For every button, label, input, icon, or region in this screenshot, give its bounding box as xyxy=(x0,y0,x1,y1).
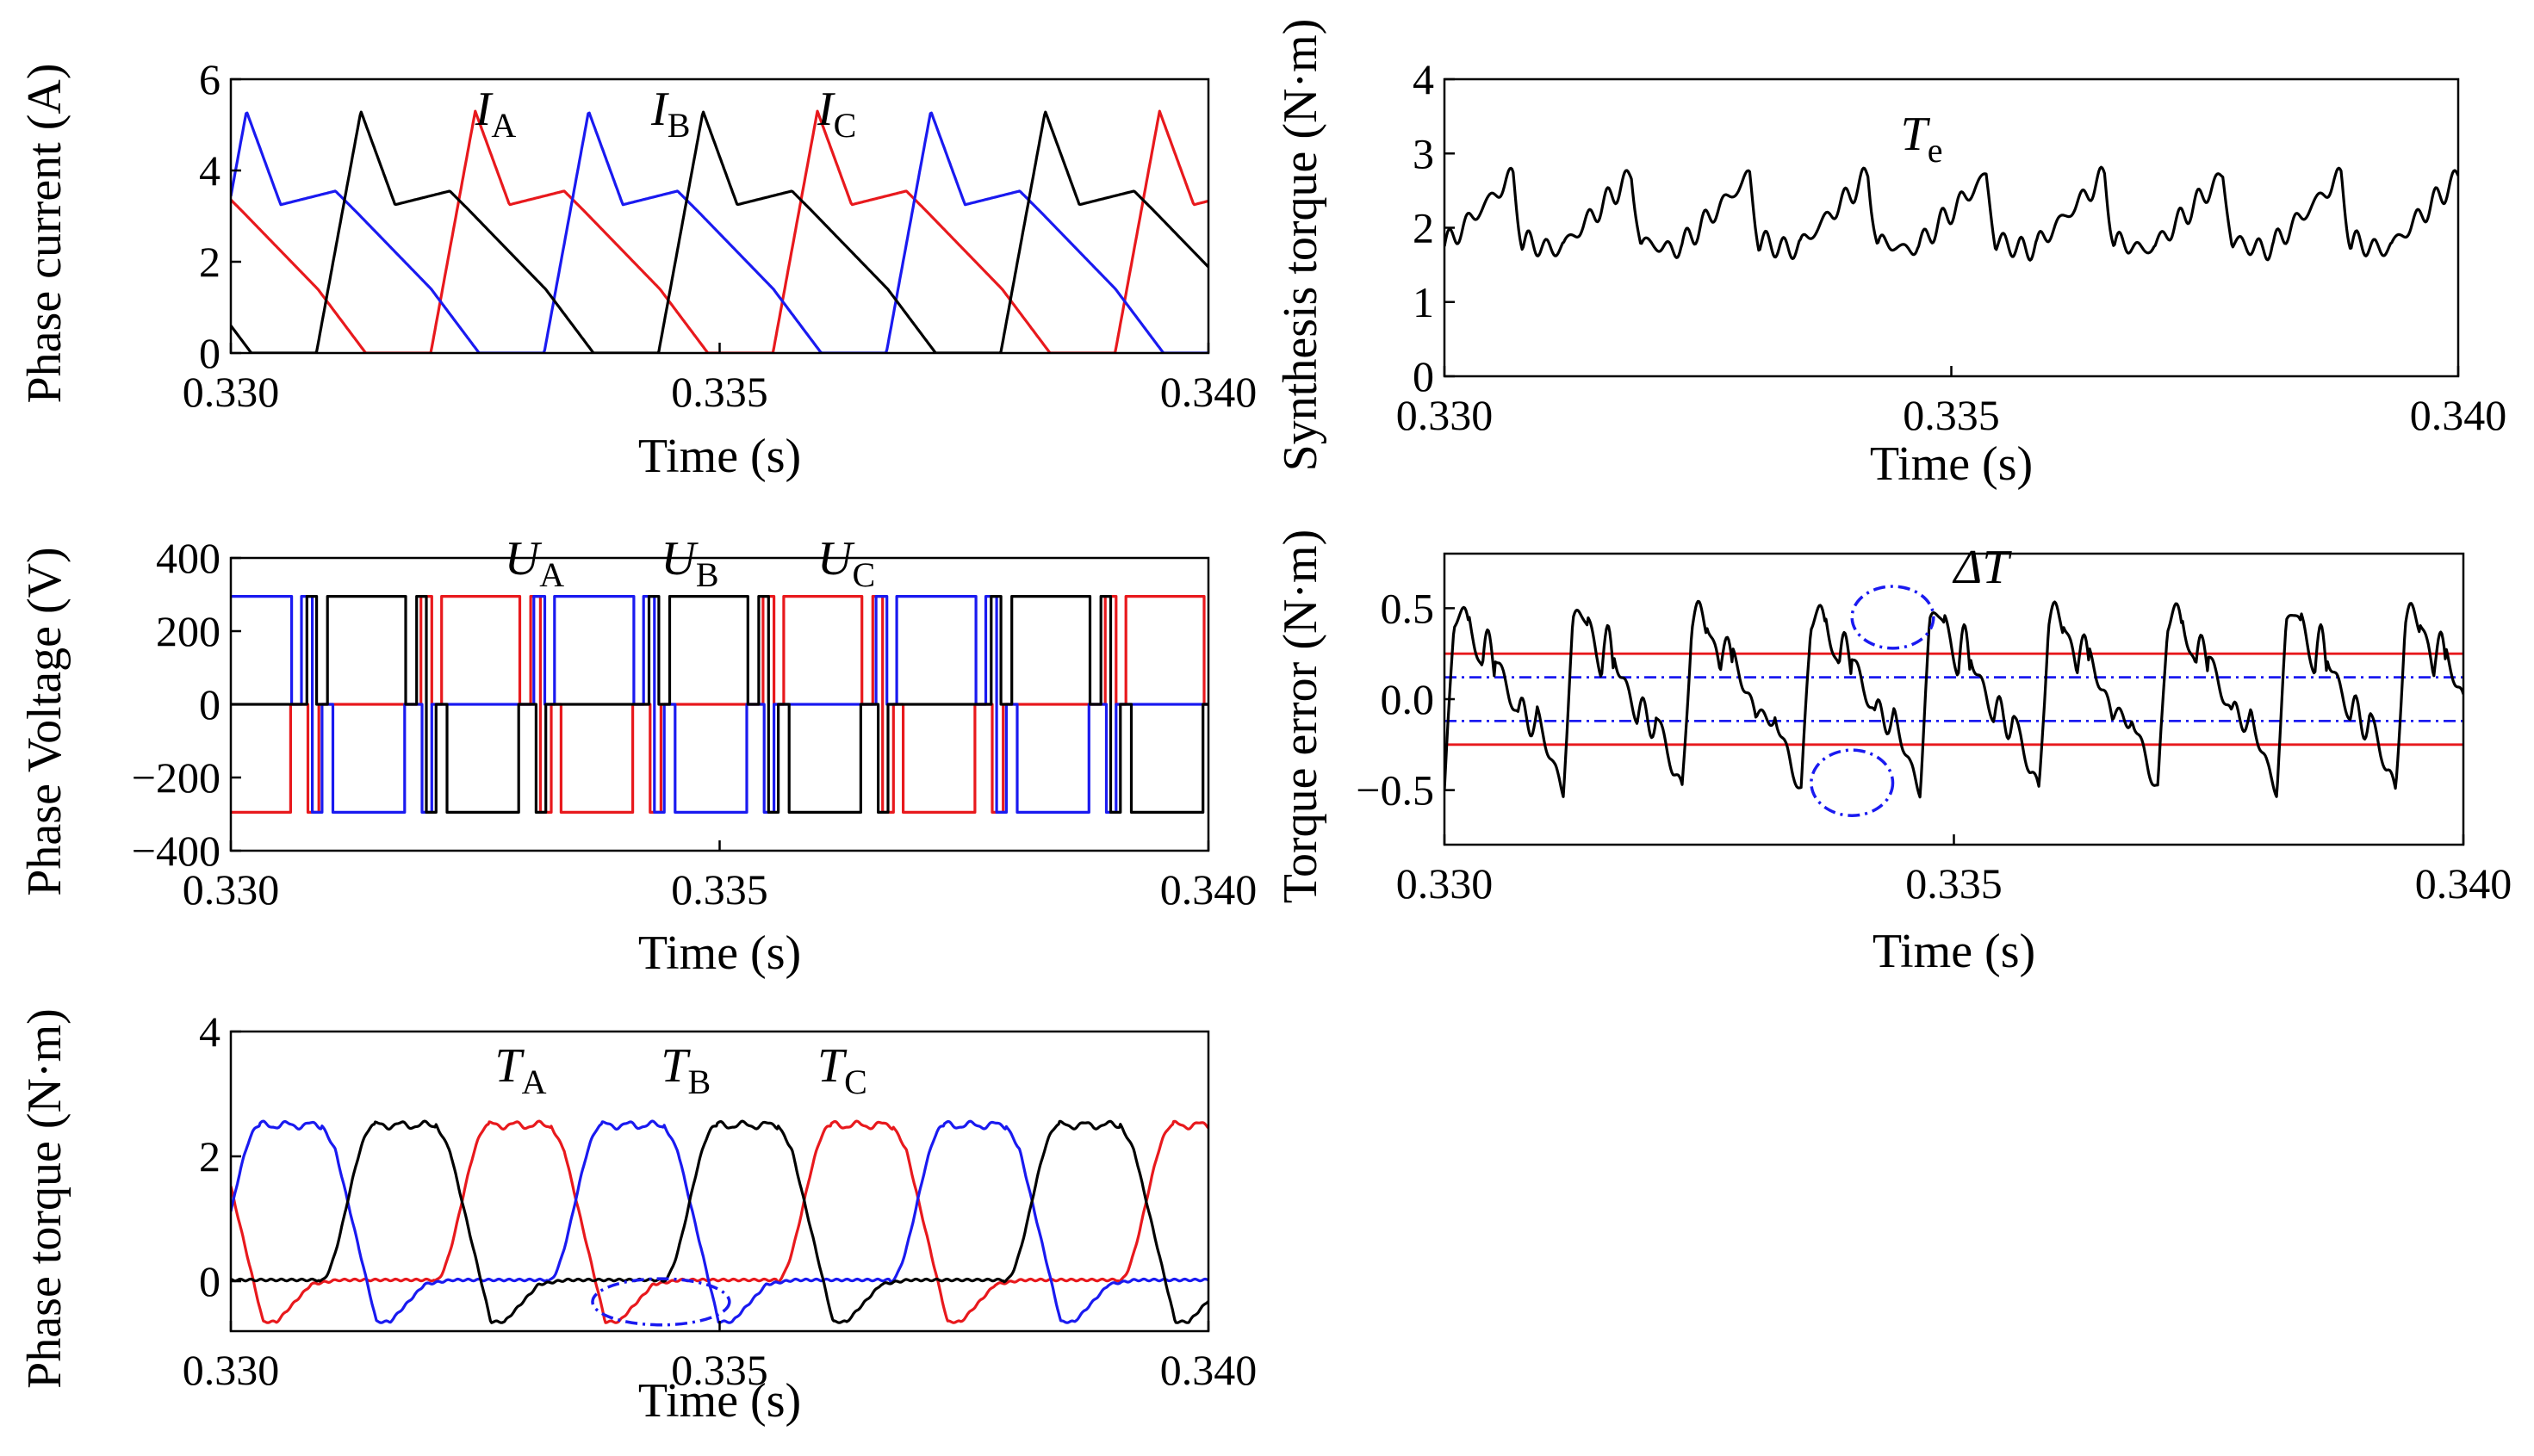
y-tick-label: −200 xyxy=(132,753,220,802)
torque-error-panel: ΔT 0.330 0.335 0.340 0.5 0.0 −0.5 Time (s) Torqu… xyxy=(1274,530,2512,978)
x-tick-label: 0.340 xyxy=(1160,1346,1258,1394)
x-tick-label: 0.330 xyxy=(1396,391,1494,439)
series-label-Te: Te xyxy=(1901,108,1943,170)
series-label-B: UB xyxy=(661,532,718,594)
y-tick-label: 2 xyxy=(199,1132,220,1180)
series-line-C xyxy=(231,110,1208,353)
series-line-error xyxy=(1444,599,2463,799)
x-tick-label: 0.335 xyxy=(671,1346,768,1394)
series-label-C: UC xyxy=(817,532,875,594)
x-axis-title: Time (s) xyxy=(638,430,801,483)
x-tick-label: 0.340 xyxy=(1160,865,1258,914)
x-tick-label: 0.330 xyxy=(183,1346,280,1394)
series-label-B: TB xyxy=(661,1039,711,1101)
y-axis-title: Phase torque (N·m) xyxy=(18,1008,71,1389)
series-label-C: IC xyxy=(817,83,856,145)
x-tick-label: 0.340 xyxy=(2415,859,2512,908)
phase-current-panel: IA IB IC 0.330 0.335 0.340 0 2 4 6 Time (s) Phase c… xyxy=(18,55,1257,483)
x-tick-label: 0.335 xyxy=(671,865,768,914)
y-tick-label: 6 xyxy=(199,55,220,103)
annotation-ellipse xyxy=(1810,748,1895,817)
synthesis-torque-panel: Te 0.330 0.335 0.340 4 3 2 1 0 Time (s) Synthesis … xyxy=(1274,19,2506,491)
x-axis-title: Time (s) xyxy=(638,926,801,980)
y-tick-label: 1 xyxy=(1413,278,1434,326)
y-axis-title: Synthesis torque (N·m) xyxy=(1274,19,1327,472)
plot-frame xyxy=(229,1030,1210,1333)
y-axis-title: Torque error (N·m) xyxy=(1274,530,1327,904)
x-tick-label: 0.330 xyxy=(183,368,280,416)
x-tick-label: 0.340 xyxy=(1160,368,1258,416)
series-line-B xyxy=(231,595,1208,814)
series-label-A: TA xyxy=(494,1039,546,1101)
y-tick-label: 0 xyxy=(1413,352,1434,400)
x-axis-title: Time (s) xyxy=(1870,437,2033,491)
plot-frame xyxy=(1443,552,2465,846)
series-label-A: IA xyxy=(475,83,517,145)
y-tick-label: 2 xyxy=(199,238,220,286)
plot-frame xyxy=(229,77,1210,355)
phase-torque-panel: TA TB TC 0.330 0.335 0.340 4 2 0 Time (s) Phase to… xyxy=(18,1007,1257,1428)
x-tick-label: 0.330 xyxy=(183,865,280,914)
phase-voltage-panel: UA UB UC 0.330 0.335 0.340 400 200 0 −200 −400 Time… xyxy=(18,532,1257,980)
series-line-B xyxy=(231,1119,1208,1324)
y-tick-label: −0.5 xyxy=(1356,766,1434,815)
x-tick-label: 0.335 xyxy=(1905,859,2003,908)
series-label-B: IB xyxy=(650,83,690,145)
y-axis-title: Phase current (A) xyxy=(18,64,71,404)
x-tick-label: 0.335 xyxy=(1903,391,2000,439)
y-tick-label: 400 xyxy=(156,534,220,582)
series-line-A xyxy=(231,595,1208,814)
series-line-C xyxy=(231,1119,1208,1324)
x-axis-title: Time (s) xyxy=(1873,925,2035,978)
series-line-B xyxy=(231,111,1208,353)
y-tick-label: 3 xyxy=(1413,129,1434,177)
y-tick-label: 0 xyxy=(199,680,220,728)
plot-frame xyxy=(1443,77,2460,378)
series-label-error: ΔT xyxy=(1953,541,2013,594)
series-line-C xyxy=(231,595,1208,814)
series-line-A xyxy=(231,109,1208,353)
y-tick-label: 0 xyxy=(199,1257,220,1305)
y-tick-label: 4 xyxy=(1413,55,1434,103)
annotation-ellipse xyxy=(1850,585,1935,650)
series-label-C: TC xyxy=(817,1039,867,1101)
y-tick-label: −400 xyxy=(132,827,220,875)
y-tick-label: 2 xyxy=(1413,204,1434,252)
x-tick-label: 0.340 xyxy=(2410,391,2507,439)
y-tick-label: 0.5 xyxy=(1381,584,1435,632)
y-tick-label: 200 xyxy=(156,607,220,655)
annotation-ellipse xyxy=(591,1277,731,1327)
y-tick-label: 0 xyxy=(199,329,220,377)
series-line-A xyxy=(231,1119,1208,1324)
y-tick-label: 4 xyxy=(199,1007,220,1056)
y-tick-label: 4 xyxy=(199,146,220,195)
series-label-A: UA xyxy=(505,532,564,594)
y-axis-title: Phase Voltage (V) xyxy=(18,547,71,895)
x-tick-label: 0.330 xyxy=(1396,859,1494,908)
series-line-Te xyxy=(1444,165,2458,262)
y-tick-label: 0.0 xyxy=(1381,675,1435,723)
x-tick-label: 0.335 xyxy=(671,368,768,416)
x-axis-title: Time (s) xyxy=(638,1374,801,1428)
